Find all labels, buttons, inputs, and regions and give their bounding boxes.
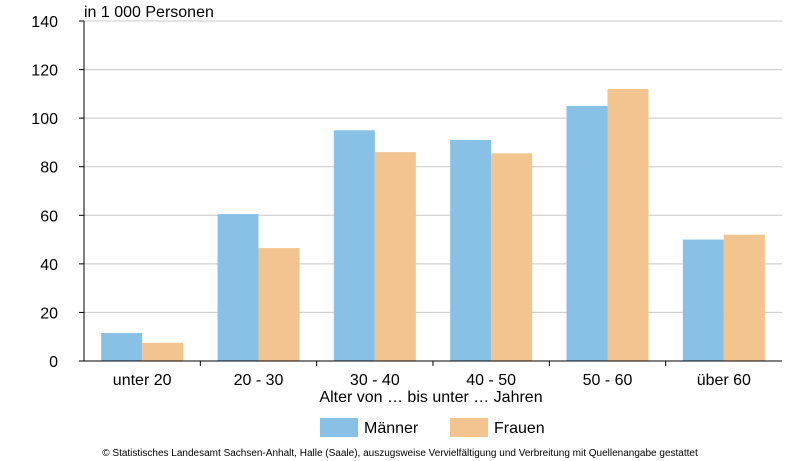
- legend-label-1: Frauen: [494, 420, 545, 437]
- y-tick-label: 120: [31, 63, 58, 80]
- x-axis-title: Alter von … bis unter … Jahren: [319, 389, 542, 406]
- bar-m-nner-2: [333, 130, 375, 361]
- y-tick-label: 20: [40, 305, 58, 322]
- x-tick-label: 50 - 60: [583, 372, 633, 389]
- bars: [101, 89, 765, 361]
- y-tick-label: 60: [40, 208, 58, 225]
- legend-label-0: Männer: [364, 420, 419, 437]
- bar-frauen-5: [723, 234, 765, 361]
- legend: Männer Frauen: [320, 418, 545, 437]
- x-tick-label: unter 20: [113, 372, 172, 389]
- bar-frauen-3: [491, 153, 533, 361]
- y-tick-label: 100: [31, 111, 58, 128]
- bar-frauen-0: [142, 342, 184, 361]
- y-tick-label: 140: [31, 14, 58, 31]
- copyright-footer: © Statistisches Landesamt Sachsen-Anhalt…: [102, 448, 698, 459]
- bar-m-nner-3: [450, 140, 492, 361]
- legend-swatch-1: [450, 418, 488, 437]
- axes: 0 20 40 60 80 100 120 140 unter 20 20 - 30 30 - 40…: [31, 14, 782, 389]
- y-tick-label: 40: [40, 257, 58, 274]
- y-unit-label: in 1 000 Personen: [84, 4, 214, 21]
- bar-frauen-2: [374, 152, 416, 361]
- bar-m-nner-5: [682, 239, 724, 361]
- x-tick-label: 30 - 40: [350, 372, 400, 389]
- x-tick-label: 40 - 50: [466, 372, 516, 389]
- x-tick-label: 20 - 30: [234, 372, 284, 389]
- bar-frauen-1: [258, 248, 300, 361]
- legend-swatch-0: [320, 418, 358, 437]
- bar-m-nner-1: [217, 214, 259, 361]
- gridlines: [84, 20, 782, 313]
- bar-m-nner-4: [566, 106, 608, 361]
- bar-frauen-4: [607, 89, 649, 361]
- y-tick-label: 0: [49, 354, 58, 371]
- bar-m-nner-0: [101, 333, 143, 361]
- x-tick-label: über 60: [697, 372, 751, 389]
- y-tick-label: 80: [40, 160, 58, 177]
